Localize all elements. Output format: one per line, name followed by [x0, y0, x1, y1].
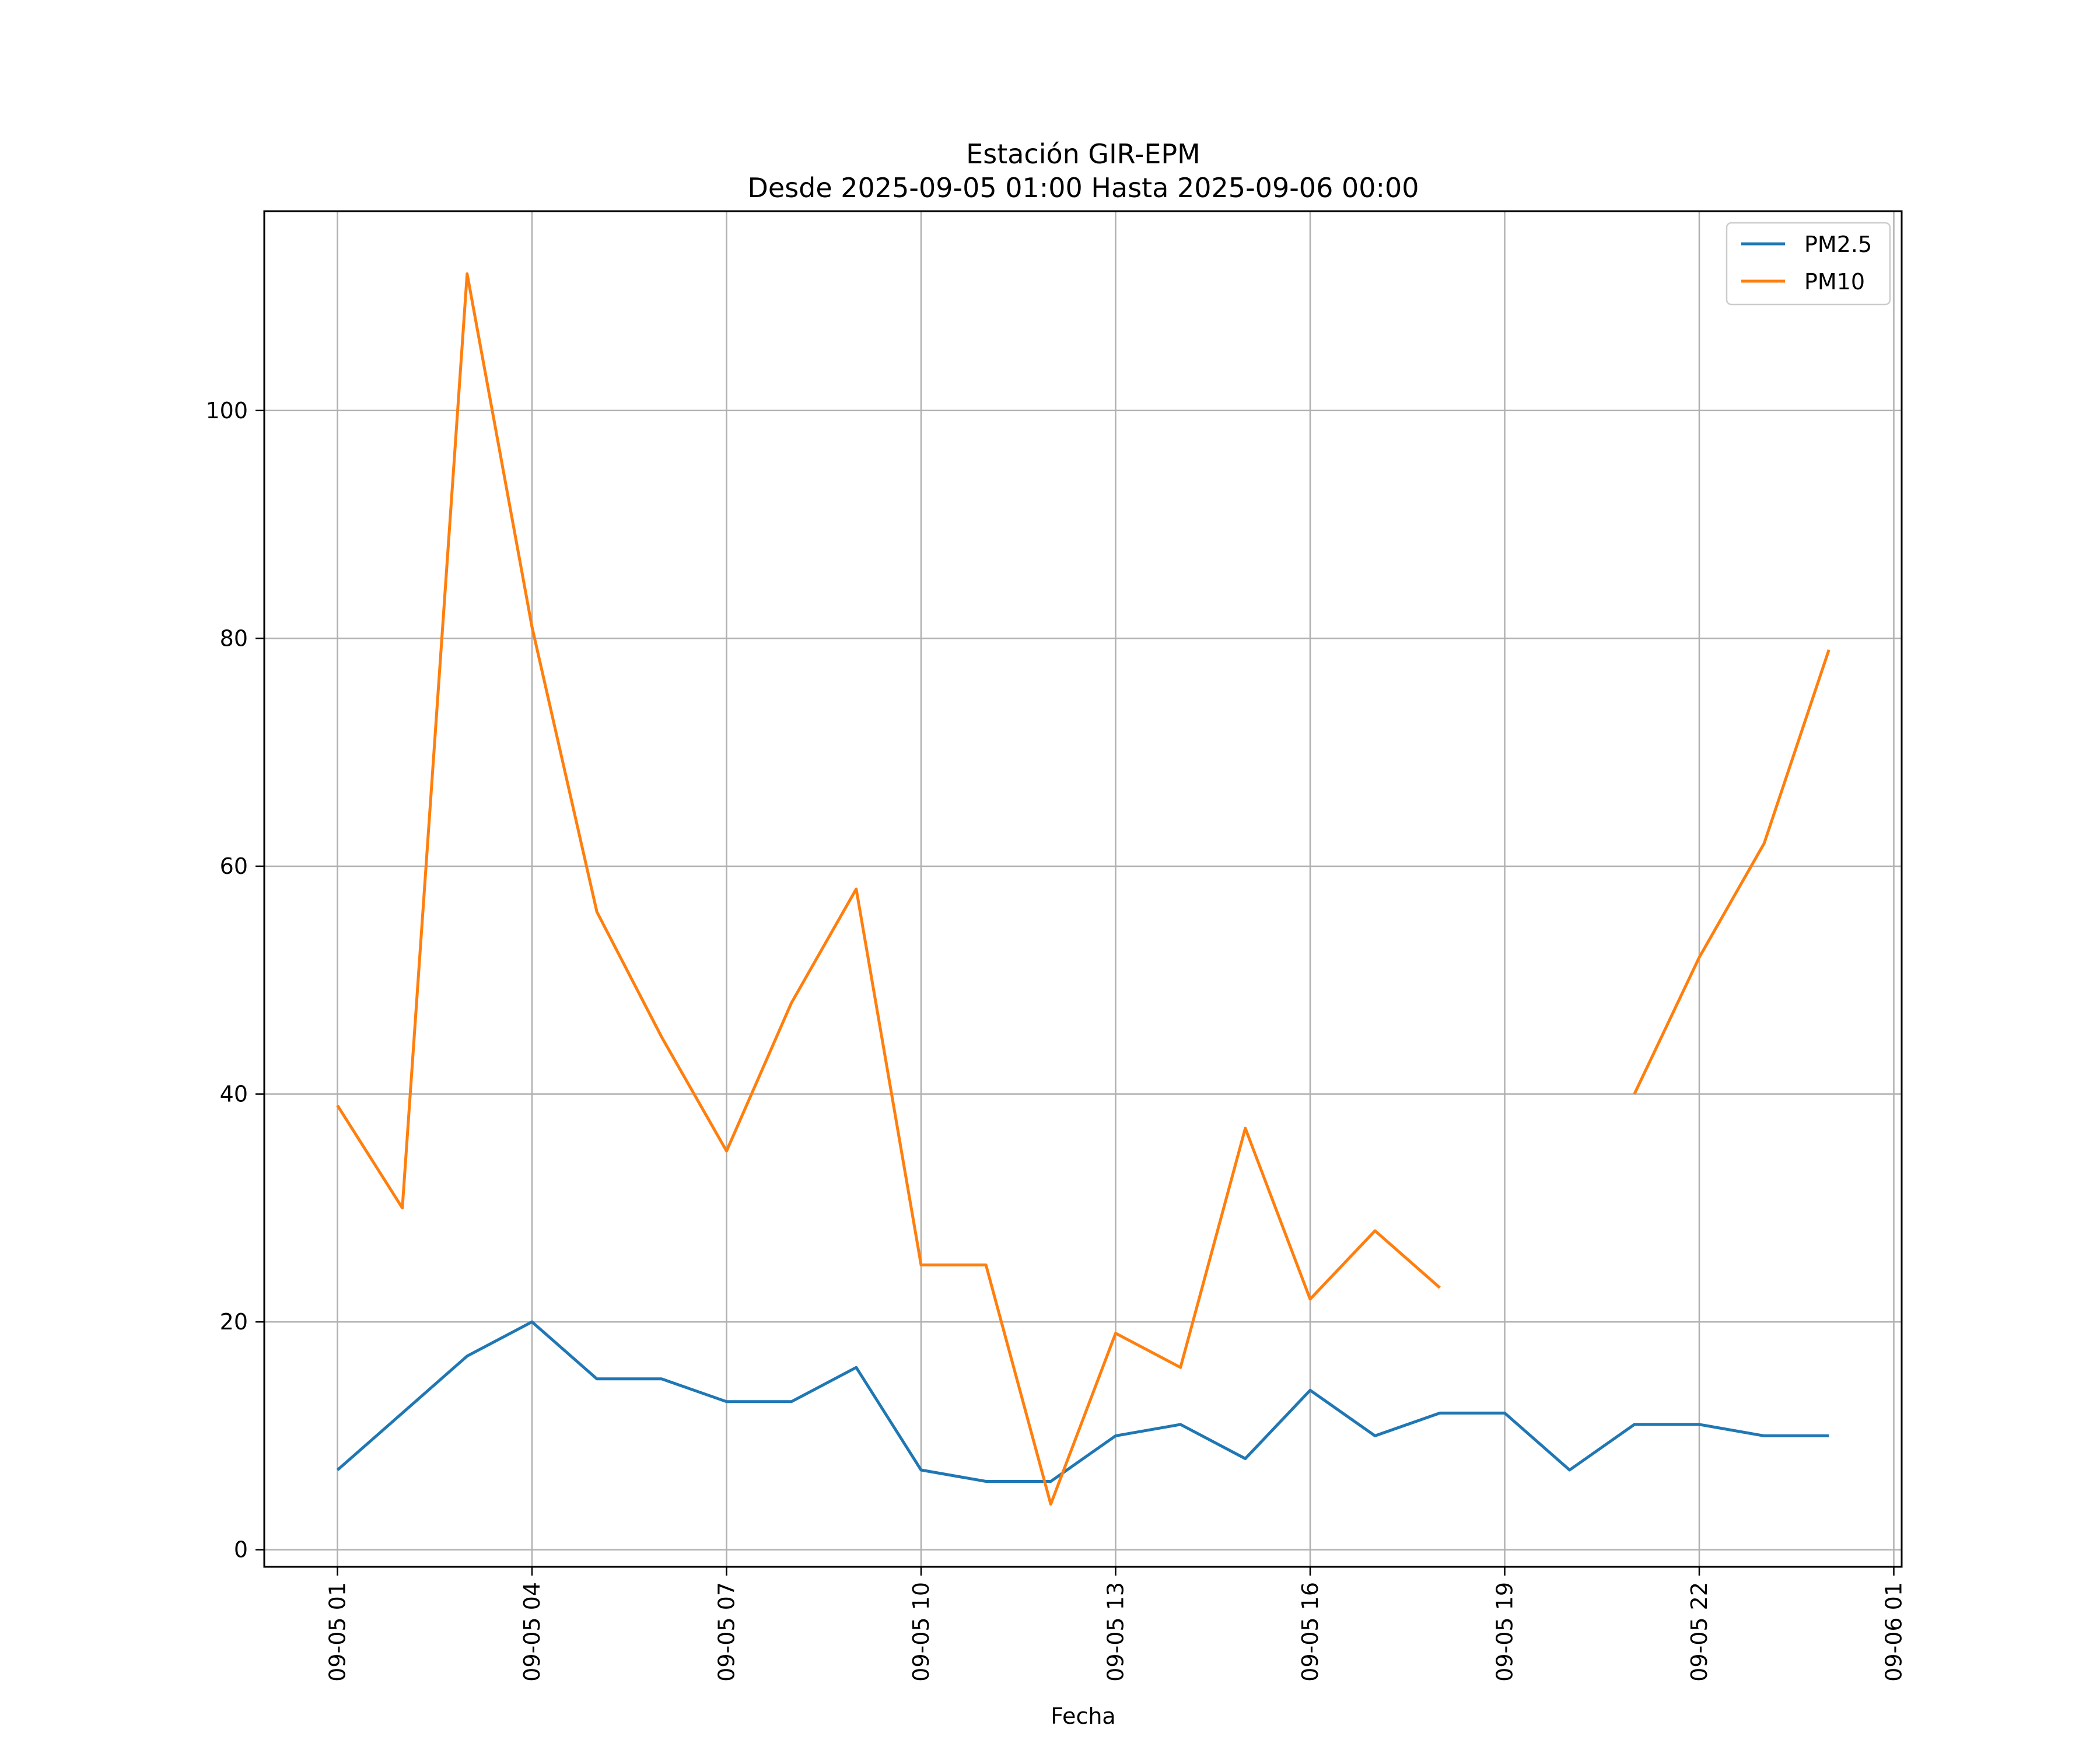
x-tick-label: 09-05 10	[908, 1582, 934, 1682]
plot-frame	[263, 210, 1903, 1568]
x-tick-label: 09-06 01	[1881, 1582, 1907, 1682]
x-tick-label: 09-05 16	[1297, 1582, 1323, 1682]
x-tick-label: 09-05 04	[519, 1582, 545, 1682]
series-line-pm10	[1633, 649, 1831, 1095]
series-line-pm10	[336, 272, 1441, 1506]
y-tick-label: 80	[220, 625, 248, 651]
x-tick-label: 09-05 22	[1686, 1582, 1712, 1682]
y-tick-label: 60	[220, 853, 248, 879]
legend-label-pm25: PM2.5	[1804, 232, 1872, 257]
y-tick-label: 100	[205, 398, 248, 424]
legend-label-pm10: PM10	[1804, 269, 1865, 295]
y-tick-label: 20	[220, 1309, 248, 1335]
x-tick-label: 09-05 07	[714, 1582, 740, 1682]
x-tick-label: 09-05 13	[1103, 1582, 1129, 1682]
chart-subtitle: Desde 2025-09-05 01:00 Hasta 2025-09-06 …	[747, 172, 1419, 204]
series-line-pm25	[336, 1320, 1829, 1483]
x-tick-label: 09-05 19	[1492, 1582, 1518, 1682]
y-tick-label: 0	[234, 1537, 248, 1563]
y-tick-label: 40	[220, 1082, 248, 1107]
data-series	[336, 272, 1831, 1506]
grid-lines	[264, 211, 1902, 1567]
chart-title: Estación GIR-EPM	[966, 138, 1200, 170]
x-axis-label: Fecha	[1051, 1703, 1115, 1729]
x-tick-label: 09-05 01	[325, 1582, 351, 1682]
legend: PM2.5 PM10	[1726, 222, 1891, 306]
axes: 09-05 01 09-05 04 09-05 07 09-05 10 09-05 13…	[205, 210, 1907, 1682]
